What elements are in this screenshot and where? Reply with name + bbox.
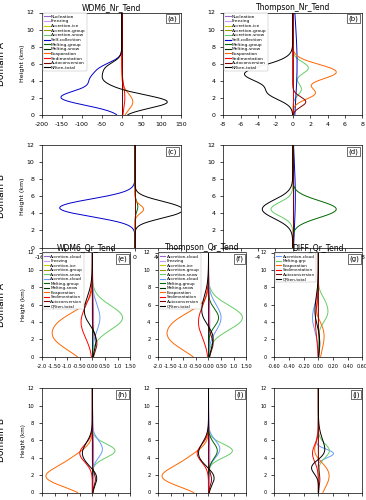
Text: (b): (b)	[348, 16, 358, 22]
Text: (c): (c)	[168, 148, 177, 155]
Text: Domain B: Domain B	[0, 418, 6, 463]
Legend: Accretion-cloud, Freezing, Accretion-ice, Accretion-group, Accretion-snow, Accre: Accretion-cloud, Freezing, Accretion-ice…	[43, 254, 85, 310]
Text: (f): (f)	[236, 256, 243, 262]
Text: (e): (e)	[118, 256, 127, 262]
Title: Thompson_Qr_Tend: Thompson_Qr_Tend	[165, 242, 239, 252]
Text: Domain A: Domain A	[0, 282, 6, 327]
Legend: Accretion-cloud, Freezing, Accretion-ice, Accretion-group, Accretion-snow, Accre: Accretion-cloud, Freezing, Accretion-ice…	[159, 254, 201, 310]
Y-axis label: Height (km): Height (km)	[21, 424, 26, 457]
Y-axis label: Height (km): Height (km)	[20, 45, 25, 82]
Legend: Accretion-cloud, Melting-grp, Evaporation, Sedimentation, Autoconversion, QRten-: Accretion-cloud, Melting-grp, Evaporatio…	[275, 254, 316, 282]
Title: WDM6_Qr_Tend: WDM6_Qr_Tend	[56, 242, 116, 252]
Text: (a): (a)	[167, 16, 177, 22]
Text: (g): (g)	[350, 256, 360, 262]
Y-axis label: Height (km): Height (km)	[20, 178, 25, 215]
Text: Domain A: Domain A	[0, 42, 6, 86]
Title: DIFF_Qr_Tend: DIFF_Qr_Tend	[292, 242, 344, 252]
Text: (d): (d)	[348, 148, 358, 155]
Y-axis label: Height (km): Height (km)	[21, 288, 26, 321]
Title: Thompson_Nr_Tend: Thompson_Nr_Tend	[255, 2, 330, 12]
Legend: Nucleation, Freezing, Accretion-ice, Accretion-group, Accretion-snow, Self-colle: Nucleation, Freezing, Accretion-ice, Acc…	[224, 14, 268, 72]
Text: Domain B: Domain B	[0, 174, 6, 218]
Text: (j): (j)	[352, 392, 360, 398]
Title: WDM6_Nr_Tend: WDM6_Nr_Tend	[82, 2, 141, 12]
Text: (h): (h)	[117, 392, 127, 398]
Legend: Nucleation, Freezing, Accretion-ice, Accretion-group, Accretion-snow, Self-colle: Nucleation, Freezing, Accretion-ice, Acc…	[43, 14, 87, 72]
Text: (i): (i)	[236, 392, 243, 398]
